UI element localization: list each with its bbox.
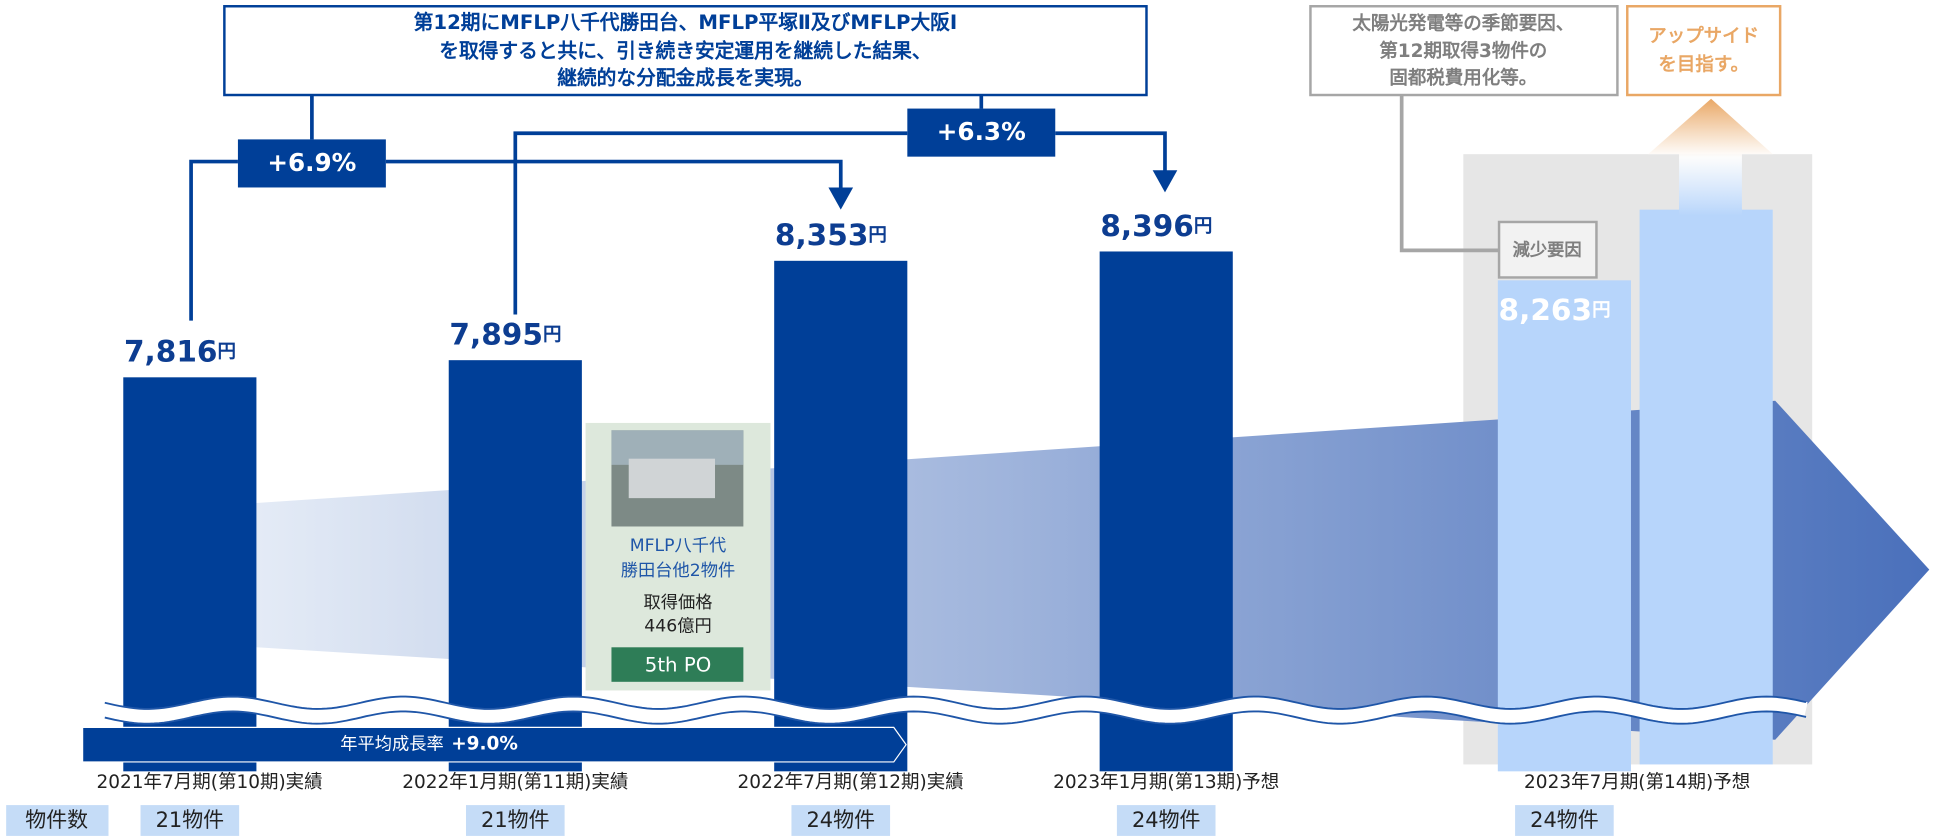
decline-connector xyxy=(1399,95,1500,253)
count-box xyxy=(1116,805,1216,836)
offering-box xyxy=(611,647,744,682)
cagr-label: 年平均成長率 xyxy=(340,735,444,755)
acquisition-price: 446億円 xyxy=(644,616,711,636)
connectors xyxy=(189,95,1167,321)
photo-building xyxy=(628,458,716,499)
decline-label: 減少要因 xyxy=(1513,239,1582,260)
property-count: 21物件 xyxy=(481,808,550,832)
axis-break xyxy=(103,695,1808,725)
headline: を取得すると共に、引き続き安定運用を継続した結果、 xyxy=(439,39,931,62)
count-box xyxy=(1515,805,1614,836)
count-box xyxy=(465,805,565,836)
value-label: 7,895 xyxy=(449,317,543,351)
offering: 5th PO xyxy=(645,653,711,676)
arrow-head xyxy=(1152,170,1178,193)
acquisition-name: MFLP八千代 xyxy=(630,536,727,556)
value-label: 8,396 xyxy=(1100,208,1194,242)
upside-text: を目指す。 xyxy=(1658,53,1749,75)
bar xyxy=(1099,251,1233,772)
x-tick-label: 2022年7月期(第12期)実績 xyxy=(738,772,964,793)
property-count: 24物件 xyxy=(806,808,875,832)
growth-rate: +6.9% xyxy=(267,148,356,177)
break-line xyxy=(104,695,1807,710)
headline: 継続的な分配金成長を実現。 xyxy=(557,66,813,89)
growth-box xyxy=(237,139,386,188)
acquisition-name: 勝田台他2物件 xyxy=(621,561,735,581)
value-label: 8,396円 xyxy=(1100,208,1212,242)
arrow-head xyxy=(828,187,854,210)
property-count: 21物件 xyxy=(156,808,225,832)
break-line xyxy=(104,710,1807,725)
decline-note: 第12期取得3物件の xyxy=(1379,40,1547,62)
value-label: 8,263 xyxy=(1499,293,1593,327)
value-label: 7,816 xyxy=(124,334,218,368)
value-label: 7,816円 xyxy=(124,334,236,368)
property-count: 24物件 xyxy=(1132,808,1201,832)
x-tick-label: 2021年7月期(第10期)実績 xyxy=(97,772,323,793)
x-tick-label: 2022年1月期(第11期)実績 xyxy=(402,772,628,793)
cagr-value: +9.0% xyxy=(451,734,518,755)
cagr-arrow xyxy=(81,726,907,763)
headline-box xyxy=(223,5,1148,97)
decline-note-box xyxy=(1309,5,1619,97)
decline-note: 固都税費用化等。 xyxy=(1389,67,1537,89)
upside-text: アップサイド xyxy=(1648,25,1759,47)
value-unit: 円 xyxy=(218,342,236,363)
value-unit: 円 xyxy=(1592,300,1610,321)
decline-box xyxy=(1497,220,1598,279)
upside-bar xyxy=(1639,209,1773,765)
value-label: 8,353 xyxy=(775,218,869,252)
bar xyxy=(774,260,908,772)
value-unit: 円 xyxy=(1194,216,1212,237)
decline-note: 太陽光発電等の季節要因、 xyxy=(1351,13,1574,35)
value-label: 8,263円 xyxy=(1499,293,1611,327)
value-label: 8,353円 xyxy=(775,218,887,252)
value-label: 7,895円 xyxy=(449,317,561,351)
growth-rate: +6.3% xyxy=(937,117,1026,146)
property-count: 24物件 xyxy=(1530,808,1599,832)
value-unit: 円 xyxy=(543,325,561,346)
upside-arrow xyxy=(1648,98,1773,216)
bar xyxy=(1497,280,1631,772)
x-tick-label: 2023年7月期(第14期)予想 xyxy=(1524,772,1750,793)
x-tick-label: 2023年1月期(第13期)予想 xyxy=(1053,772,1279,793)
count-header: 物件数 xyxy=(25,808,88,832)
headline: 第12期にMFLP八千代勝田台、MFLP平塚Ⅱ及びMFLP大阪Ⅰ xyxy=(414,11,958,34)
upside-box xyxy=(1626,5,1782,97)
break-band xyxy=(103,696,1808,724)
count-header-box xyxy=(6,805,109,836)
value-unit: 円 xyxy=(868,225,886,246)
acquisition-price: 取得価格 xyxy=(644,593,713,613)
growth-box xyxy=(907,108,1056,157)
count-box xyxy=(791,805,891,836)
count-box xyxy=(140,805,240,836)
